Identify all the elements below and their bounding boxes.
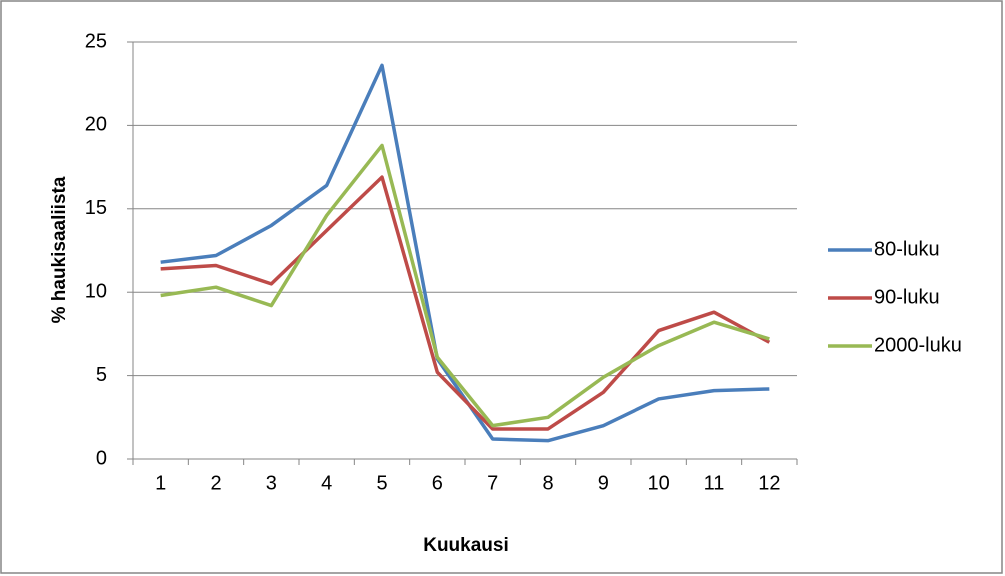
x-tick-label: 4 bbox=[321, 472, 332, 494]
y-tick-label: 20 bbox=[85, 114, 107, 136]
legend-label: 2000-luku bbox=[874, 334, 962, 356]
series-line bbox=[160, 175, 771, 431]
x-tick-label: 5 bbox=[376, 472, 387, 494]
y-tick-label: 25 bbox=[85, 30, 107, 52]
y-tick-label: 5 bbox=[96, 364, 107, 386]
x-tick-label: 10 bbox=[648, 472, 670, 494]
x-tick-label: 12 bbox=[758, 472, 780, 494]
series-line bbox=[160, 143, 770, 428]
x-tick-label: 9 bbox=[598, 472, 609, 494]
x-tick-label: 6 bbox=[432, 472, 443, 494]
x-tick-label: 7 bbox=[487, 472, 498, 494]
x-tick-label: 8 bbox=[542, 472, 553, 494]
x-tick-label: 2 bbox=[210, 472, 221, 494]
y-tick-label: 15 bbox=[85, 197, 107, 219]
y-tick-label: 0 bbox=[96, 447, 107, 469]
x-tick-label: 3 bbox=[266, 472, 277, 494]
x-tick-label: 11 bbox=[704, 472, 725, 494]
y-tick-label: 10 bbox=[85, 280, 107, 302]
x-tick-label: 1 bbox=[155, 472, 166, 494]
x-axis-title: Kuukausi bbox=[423, 535, 509, 556]
legend-label: 80-luku bbox=[874, 238, 940, 260]
legend-label: 90-luku bbox=[874, 286, 940, 308]
y-axis-title: % haukisaaliista bbox=[49, 176, 70, 323]
